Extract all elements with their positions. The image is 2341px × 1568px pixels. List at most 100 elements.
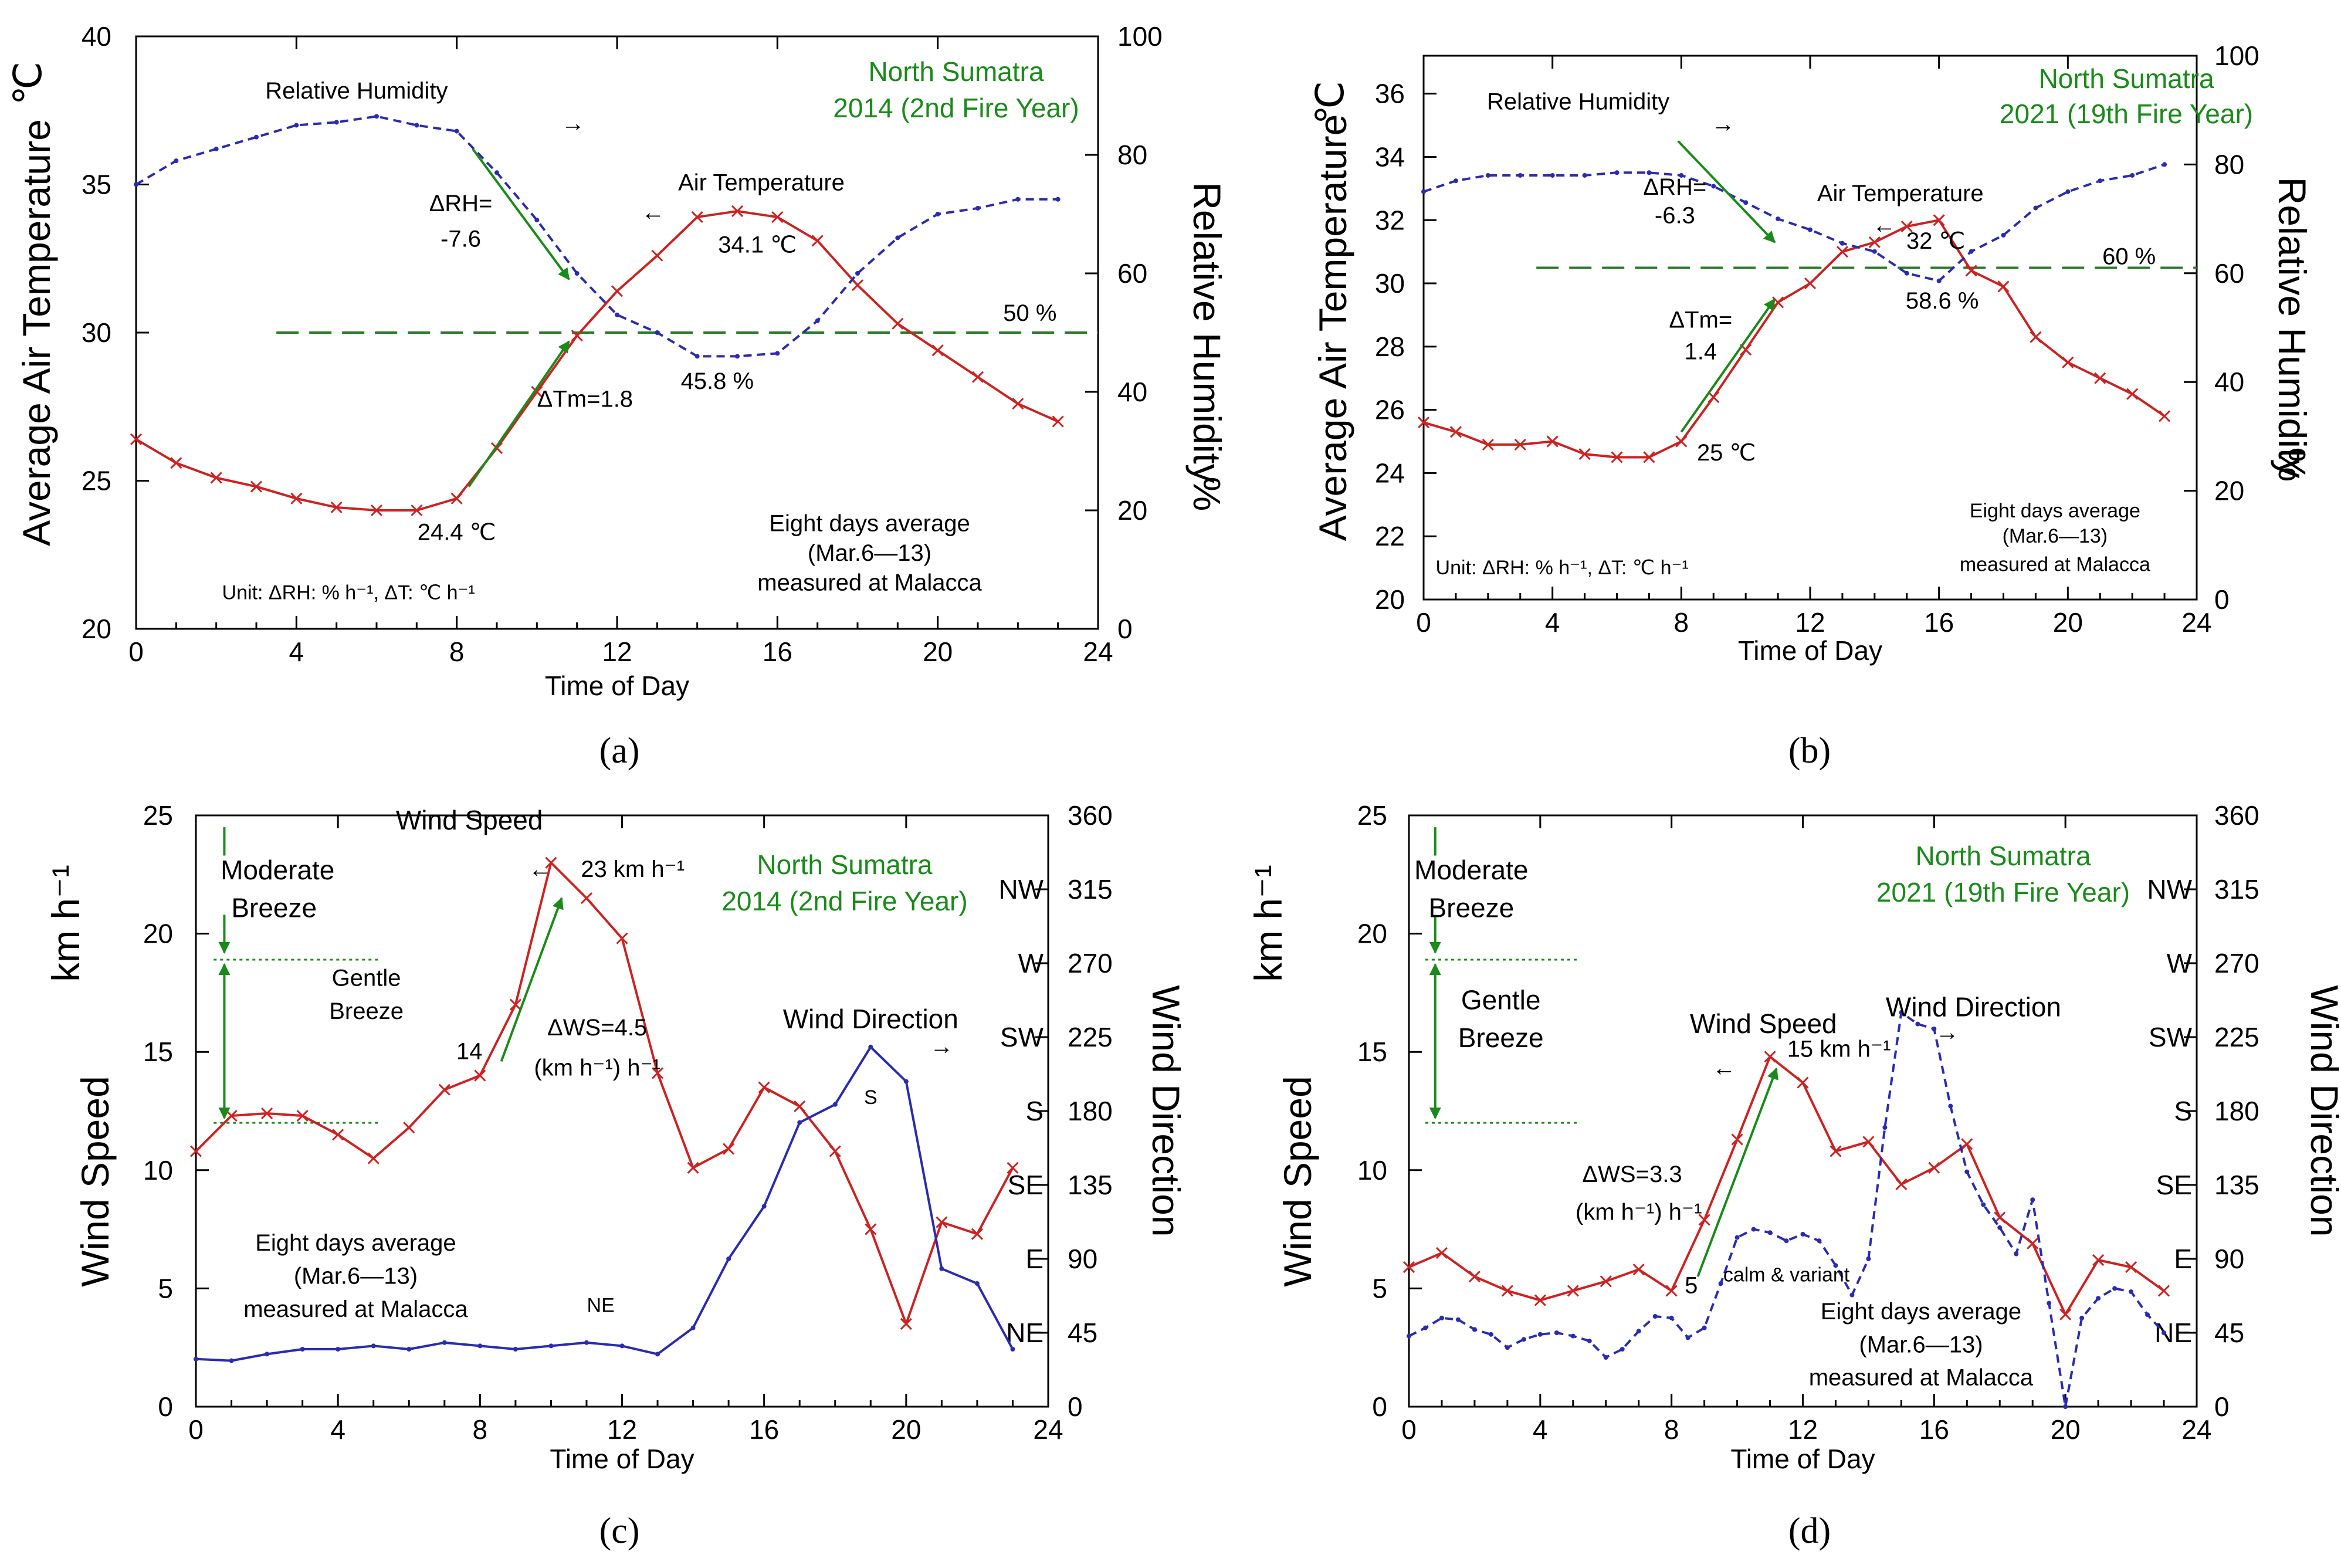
- panel-caption: (c): [599, 1511, 640, 1551]
- data-point: [2126, 388, 2139, 400]
- annotation-text: (Mar.6—13): [1859, 1332, 1983, 1357]
- data-point: [1797, 1076, 1809, 1089]
- y-right-tick-label: 225: [2214, 1022, 2259, 1052]
- data-point: [2027, 1237, 2039, 1249]
- annotation-text: ←: [642, 199, 665, 225]
- annotation-text: 50 %: [1003, 300, 1056, 326]
- data-point: [1600, 1275, 1612, 1288]
- compass-label-se: SE: [2156, 1170, 2192, 1200]
- data-point: [1482, 438, 1494, 451]
- data-point: [1052, 415, 1064, 428]
- data-point: [1836, 246, 1848, 258]
- x-tick-label: 12: [1788, 1414, 1818, 1445]
- data-point: [2047, 1301, 2052, 1306]
- data-point: [474, 1069, 486, 1082]
- data-point: [2162, 162, 2167, 167]
- panel-b-temperature-humidity-2021: 0 4 8 12 16 20 24 20 22 24 26 28 30 32 34 36 0 20 40 60 80 10…: [1308, 40, 2314, 771]
- x-tick-label: 4: [330, 1414, 345, 1445]
- data-point: [2125, 1261, 2137, 1274]
- annotation-text: measured at Malacca: [243, 1296, 468, 1322]
- data-point: [1587, 1339, 1592, 1343]
- data-point: [1965, 265, 1977, 277]
- data-point: [229, 1358, 234, 1363]
- y-left-tick-label: 5: [1372, 1273, 1387, 1303]
- x-tick-label: 24: [2181, 1414, 2211, 1445]
- data-point: [723, 1143, 735, 1155]
- annotation-text: ΔTm=: [1669, 307, 1732, 333]
- x-tick-label: 20: [891, 1414, 921, 1445]
- data-point: [1718, 1281, 1723, 1286]
- data-point: [1505, 1345, 1510, 1350]
- data-point: [971, 371, 984, 383]
- data-point: [611, 285, 624, 297]
- data-point: [1900, 220, 1913, 233]
- y-right-tick-label: 225: [1068, 1022, 1113, 1052]
- data-point: [1455, 1317, 1461, 1322]
- data-point: [1485, 172, 1490, 178]
- y-right-tick-label: 315: [2214, 874, 2259, 905]
- x-axis-label: Time of Day: [550, 1444, 694, 1474]
- compass-label-w: W: [2167, 948, 2193, 978]
- data-point: [1734, 1235, 1740, 1240]
- x-axis-label: Time of Day: [545, 670, 689, 701]
- annotation-text: 23 km h⁻¹: [581, 856, 685, 882]
- data-point: [936, 1216, 948, 1228]
- compass-label-e: E: [2174, 1244, 2192, 1274]
- data-point: [1872, 249, 1877, 254]
- x-tick-label: 0: [1401, 1414, 1417, 1445]
- annotation-text: 32 ℃: [1906, 228, 1966, 254]
- data-point: [513, 1347, 518, 1352]
- data-point: [414, 123, 419, 128]
- data-point: [1603, 1355, 1608, 1360]
- data-point: [1866, 1257, 1871, 1261]
- annotation-text: Gentle: [1461, 985, 1541, 1015]
- data-point: [454, 128, 459, 134]
- series-line-relative-humidity: [1423, 163, 2165, 282]
- y-right-tick-label: 360: [2214, 800, 2259, 831]
- y-left-axis-label: Average Air Temperature: [15, 119, 58, 546]
- y-left-unit: ℃: [1308, 81, 1351, 124]
- y-left-tick-label: 0: [1372, 1391, 1387, 1422]
- data-point: [1620, 1347, 1625, 1352]
- data-point: [1435, 1247, 1448, 1259]
- data-point: [1582, 172, 1587, 178]
- data-point: [1570, 1333, 1576, 1339]
- annotation-text: NE: [587, 1295, 615, 1317]
- annotation-text: 45.8 %: [681, 368, 754, 394]
- y-right-tick-label: 135: [2214, 1170, 2259, 1200]
- compass-label-e: E: [1025, 1244, 1044, 1274]
- y-left-unit: ℃: [6, 62, 49, 105]
- data-point: [1632, 1264, 1645, 1276]
- panel-a-temperature-humidity-2014: 0 4 8 12 16 20 24 20 25 30 35 40 0 20 40 60 80 100 Time of…: [6, 21, 1229, 771]
- compass-label-s: S: [2174, 1096, 2192, 1126]
- chart-title-line: North Sumatra: [1915, 841, 2091, 871]
- data-point: [210, 472, 222, 484]
- data-point: [1407, 1333, 1411, 1339]
- annotation-text: 15 km h⁻¹: [1787, 1036, 1891, 1062]
- data-point: [2059, 1308, 2072, 1320]
- data-point: [1964, 1169, 1970, 1174]
- annotation-text: ΔWS=4.5: [547, 1015, 647, 1041]
- data-point: [1862, 1136, 1875, 1148]
- x-axis-label: Time of Day: [1730, 1444, 1875, 1474]
- y-right-tick-label: 360: [1068, 800, 1113, 831]
- data-point: [580, 892, 593, 905]
- annotation-text: ΔRH=: [429, 191, 493, 216]
- y-right-tick-label: 135: [1068, 1170, 1113, 1200]
- y-left-tick-label: 25: [1357, 800, 1387, 831]
- series-line-wind-direction: [195, 1045, 1014, 1362]
- compass-label-nw: NW: [2147, 874, 2192, 905]
- x-tick-label: 20: [923, 636, 953, 667]
- data-point: [1784, 1238, 1789, 1244]
- data-point: [2159, 410, 2171, 422]
- x-tick-label: 8: [473, 1414, 488, 1445]
- x-tick-label: 24: [1083, 636, 1113, 667]
- y-left-axis-label: Wind Speed: [1276, 1076, 1319, 1287]
- annotation-text: (Mar.6—13): [294, 1263, 418, 1289]
- y-left-tick-label: 26: [1375, 395, 1405, 425]
- x-tick-label: 16: [749, 1414, 779, 1445]
- data-point: [374, 114, 379, 119]
- annotation-text: -6.3: [1655, 203, 1695, 229]
- data-point: [1546, 435, 1559, 448]
